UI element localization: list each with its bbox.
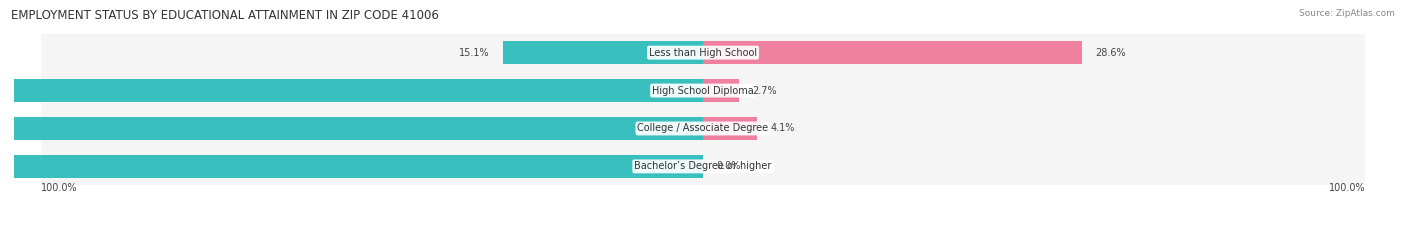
Text: EMPLOYMENT STATUS BY EDUCATIONAL ATTAINMENT IN ZIP CODE 41006: EMPLOYMENT STATUS BY EDUCATIONAL ATTAINM… [11, 9, 439, 22]
Bar [503, 41, 703, 64]
Bar [41, 110, 1365, 147]
Text: High School Diploma: High School Diploma [652, 86, 754, 96]
Text: 100.0%: 100.0% [1329, 183, 1365, 193]
Text: Bachelor’s Degree or higher: Bachelor’s Degree or higher [634, 161, 772, 171]
Text: 100.0%: 100.0% [41, 183, 77, 193]
Text: Less than High School: Less than High School [650, 48, 756, 58]
Legend: In Labor Force, Unemployed: In Labor Force, Unemployed [617, 230, 789, 233]
Text: 2.7%: 2.7% [752, 86, 776, 96]
Bar [0, 155, 703, 178]
Text: Source: ZipAtlas.com: Source: ZipAtlas.com [1299, 9, 1395, 18]
Text: 28.6%: 28.6% [1095, 48, 1126, 58]
Bar [41, 34, 1365, 72]
Bar [703, 41, 1083, 64]
Bar [703, 79, 738, 102]
Bar [41, 147, 1365, 185]
Bar [0, 117, 703, 140]
Text: College / Associate Degree: College / Associate Degree [637, 123, 769, 134]
Text: 0.0%: 0.0% [716, 161, 741, 171]
Text: 15.1%: 15.1% [460, 48, 489, 58]
Bar [41, 72, 1365, 110]
Bar [703, 117, 758, 140]
Bar [0, 79, 703, 102]
Text: 4.1%: 4.1% [770, 123, 794, 134]
